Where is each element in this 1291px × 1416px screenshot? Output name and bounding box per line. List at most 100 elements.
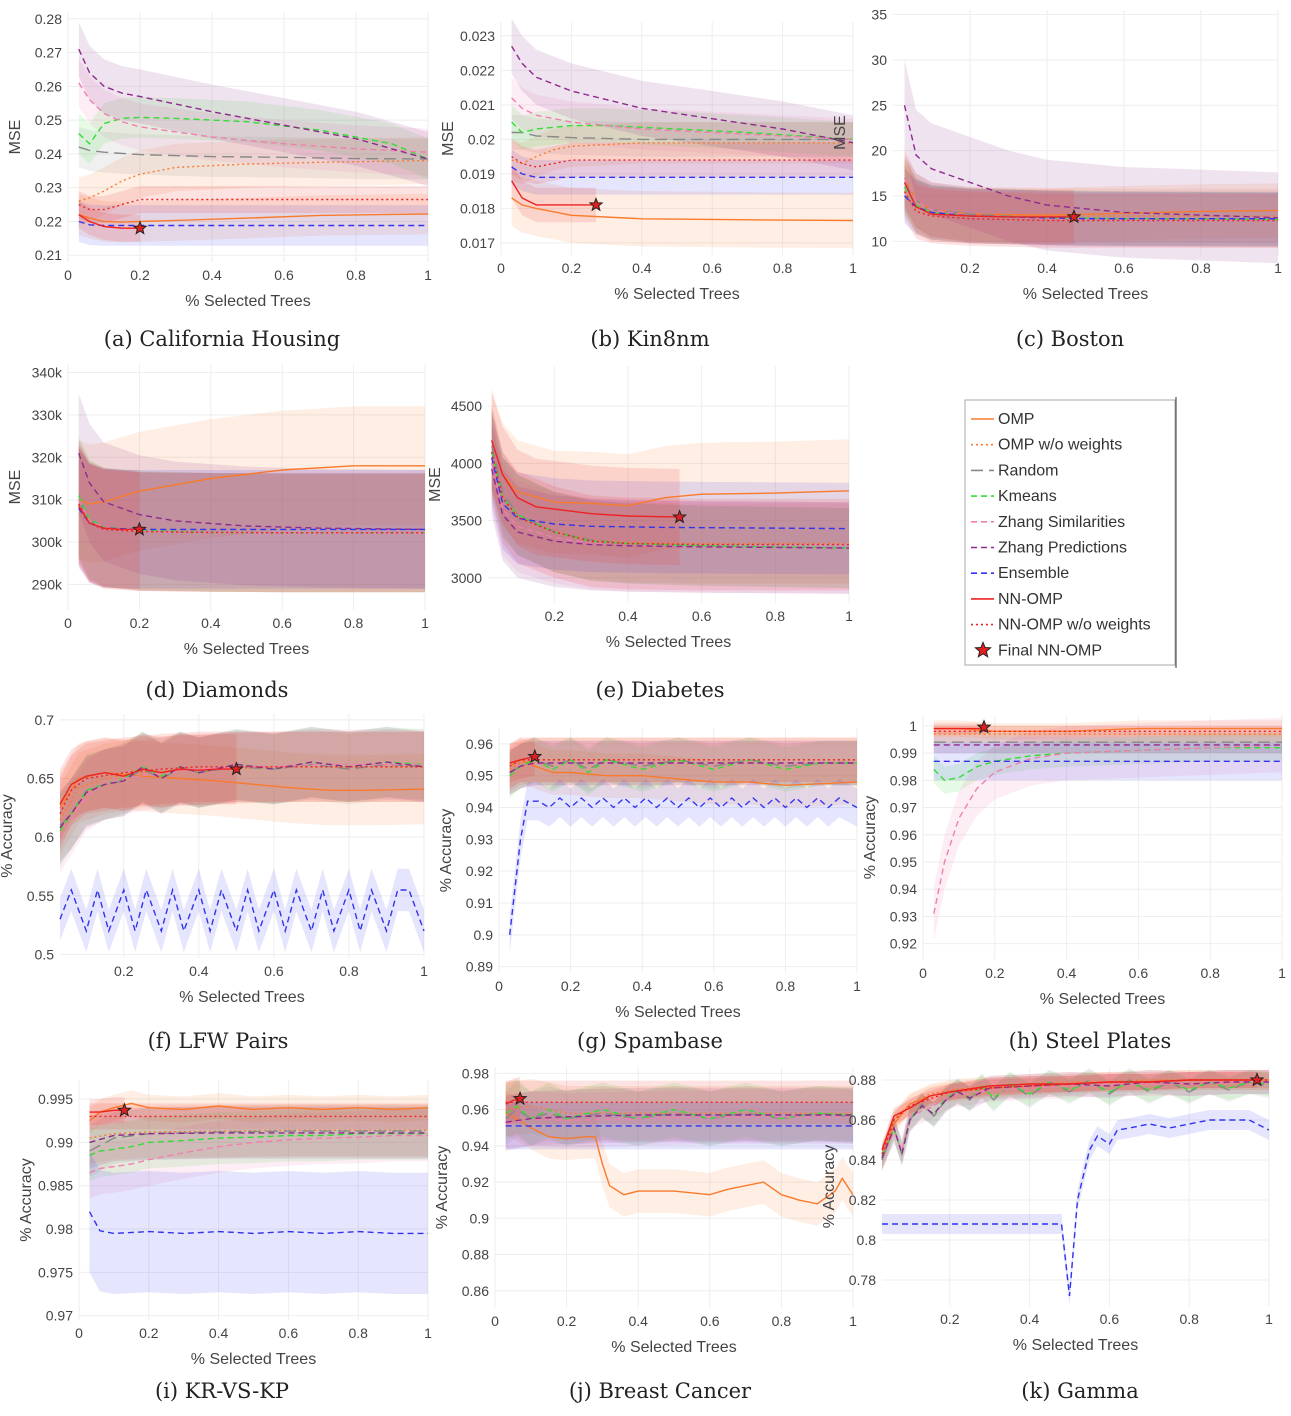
chart-panel-2: 0 0.2 0.4 0.6 0.8 1 0.017 0.018 0.019 0.02 0.021 0.… <box>440 18 857 351</box>
y-tick-label: 0.65 <box>27 771 54 787</box>
series-random <box>511 131 853 141</box>
x-tick-label: 0.8 <box>773 260 793 276</box>
y-tick-label: 20 <box>871 143 887 159</box>
band-ensemble <box>78 448 425 589</box>
series-omp <box>511 197 854 222</box>
band-random <box>509 737 857 795</box>
x-tick-label: 0.4 <box>1020 1311 1040 1327</box>
y-tick-label: 0.7 <box>35 712 55 728</box>
y-tick-label: 0.017 <box>460 235 495 251</box>
y-tick-label: 0.995 <box>38 1091 73 1107</box>
band-random <box>78 440 425 593</box>
series-nn-omp-w-o-weights <box>509 759 857 767</box>
y-tick-label: 0.022 <box>460 62 495 78</box>
x-tick-label: 0.8 <box>772 1313 792 1329</box>
y-tick-label: 0.96 <box>466 736 493 752</box>
y-tick-label: 0.22 <box>35 213 62 229</box>
y-tick-label: 0.89 <box>466 959 493 975</box>
legend-label: OMP <box>998 411 1034 428</box>
band-nn-omp-w-o-weights <box>78 444 425 593</box>
x-tick-label: 0.8 <box>348 1325 368 1341</box>
y-tick-label: 3500 <box>451 513 482 529</box>
legend-label: Ensemble <box>998 565 1069 582</box>
legend-label: NN-OMP <box>998 591 1063 608</box>
panel-caption: (f) LFW Pairs <box>148 1029 289 1053</box>
y-tick-label: 0.975 <box>38 1264 73 1280</box>
y-tick-label: 0.96 <box>462 1102 489 1118</box>
y-tick-label: 0.23 <box>35 180 62 196</box>
x-axis-title: % Selected Trees <box>191 1351 316 1368</box>
y-tick-label: 0.97 <box>46 1308 73 1324</box>
band-zhang-predictions <box>78 22 429 186</box>
y-tick-label: 0.27 <box>35 45 62 61</box>
band-kmeans <box>89 1107 428 1182</box>
y-tick-label: 0.6 <box>35 829 55 845</box>
y-axis-title: % Accuracy <box>821 1145 838 1229</box>
x-tick-label: 0.6 <box>274 267 294 283</box>
y-tick-label: 0.94 <box>462 1138 489 1154</box>
band-ensemble <box>78 201 429 246</box>
band-kmeans <box>933 734 1282 794</box>
y-axis-title: % Accuracy <box>434 1146 451 1230</box>
y-tick-label: 3000 <box>451 570 482 586</box>
band-ensemble <box>89 1151 428 1294</box>
y-tick-label: 10 <box>871 233 887 249</box>
band-omp-w-o-weights <box>511 122 853 185</box>
x-tick-label: 0.6 <box>700 1313 720 1329</box>
y-axis-title: MSE <box>7 470 24 505</box>
y-tick-label: 0.84 <box>849 1152 876 1168</box>
series-zhang-predictions <box>881 1081 1269 1159</box>
panel-caption: (k) Gamma <box>1021 1379 1138 1403</box>
y-tick-label: 0.98 <box>890 772 917 788</box>
series-omp <box>78 465 425 505</box>
legend-box <box>964 399 1176 666</box>
series-omp-w-o-weights <box>505 1105 853 1114</box>
y-tick-label: 35 <box>871 7 887 23</box>
y-axis-title: MSE <box>7 120 24 155</box>
series-nn-omp-w-o-weights <box>881 1079 1269 1155</box>
series-zhang-predictions <box>89 1132 428 1144</box>
y-axis-title: % Accuracy <box>862 796 879 880</box>
band-nn-omp <box>491 392 680 566</box>
series-nn-omp-w-o-weights <box>903 191 1278 222</box>
legend-label: Kmeans <box>998 488 1057 505</box>
series-zhang-predictions <box>509 762 857 774</box>
series-zhang-predictions <box>505 1114 853 1123</box>
y-axis-title: MSE <box>440 121 457 156</box>
band-random <box>904 155 1278 247</box>
x-tick-label: 0.2 <box>130 615 150 631</box>
y-tick-label: 0.26 <box>35 78 62 94</box>
y-tick-label: 0.98 <box>462 1065 489 1081</box>
x-tick-label: 0.8 <box>1179 1311 1199 1327</box>
series-kmeans <box>78 116 429 160</box>
legend: OMP OMP w/o weights Random Kmeans Zhang Simi… <box>964 397 1177 668</box>
x-tick-label: 1 <box>1265 1311 1273 1327</box>
band-zhang-similarities <box>78 440 425 593</box>
chart-panel-1: 0 0.2 0.4 0.6 0.8 1 0.21 0.22 0.23 0.24 0.25 0.26 0.… <box>7 11 432 351</box>
x-tick-label: 0.8 <box>1191 260 1211 276</box>
series-nn-omp <box>59 768 237 805</box>
chart-panel-3: 0.2 0.4 0.6 0.8 1 10 15 20 25 30 35 % Selected Tree… <box>832 7 1282 351</box>
chart-panel-10: 0 0.2 0.4 0.6 0.8 1 0.86 0.88 0.9 0.92 0.94 0.96 0.9… <box>434 1065 857 1403</box>
band-zhang-similarities <box>509 740 857 795</box>
x-tick-label: 0.6 <box>704 978 724 994</box>
x-tick-label: 0.4 <box>1037 260 1057 276</box>
y-tick-label: 0.95 <box>466 768 493 784</box>
series-zhang-similarities <box>78 82 429 153</box>
band-zhang-similarities <box>505 1089 853 1152</box>
series-nn-omp <box>491 440 680 518</box>
y-tick-label: 0.5 <box>35 946 55 962</box>
y-tick-label: 0.96 <box>890 827 917 843</box>
y-tick-label: 0.78 <box>849 1272 876 1288</box>
y-tick-label: 0.92 <box>466 863 493 879</box>
y-tick-label: 290k <box>32 577 63 593</box>
y-tick-label: 310k <box>32 492 63 508</box>
band-kmeans <box>505 1078 853 1146</box>
y-tick-label: 0.92 <box>462 1174 489 1190</box>
band-nn-omp <box>505 1077 521 1126</box>
band-kmeans <box>904 159 1278 247</box>
x-tick-label: 0 <box>64 267 72 283</box>
y-tick-label: 0.88 <box>462 1247 489 1263</box>
panel-caption: (b) Kin8nm <box>590 327 709 351</box>
